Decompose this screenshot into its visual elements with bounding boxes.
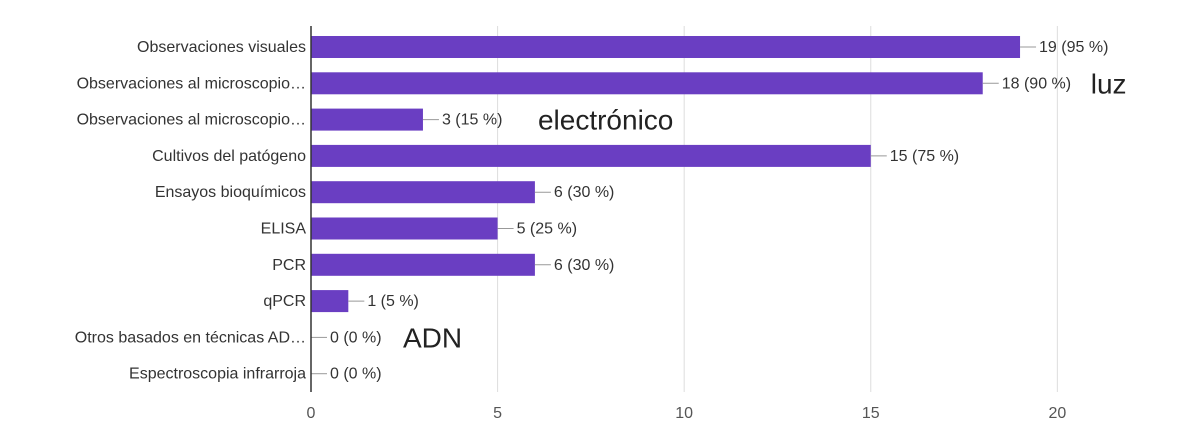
x-tick-label: 5	[493, 405, 502, 422]
category-label: Observaciones al microscopio…	[77, 75, 306, 92]
category-label: Ensayos bioquímicos	[155, 184, 306, 201]
value-label: 18 (90 %)	[1002, 75, 1071, 92]
category-label: Cultivos del patógeno	[152, 148, 306, 165]
category-label: Observaciones visuales	[137, 39, 306, 56]
bar	[311, 217, 498, 240]
value-label: 19 (95 %)	[1039, 39, 1108, 56]
value-label: 0 (0 %)	[330, 366, 382, 383]
category-label: Otros basados en técnicas AD…	[75, 329, 306, 346]
annotation-label: ADN	[403, 322, 462, 353]
category-label: Espectroscopia infrarroja	[129, 366, 306, 383]
bar	[311, 36, 1021, 58]
bar	[311, 72, 983, 95]
x-tick-label: 10	[675, 405, 693, 422]
annotation-label: electrónico	[538, 105, 673, 136]
value-label: 5 (25 %)	[517, 221, 577, 238]
value-label: 15 (75 %)	[890, 148, 959, 165]
value-label: 6 (30 %)	[554, 257, 614, 274]
value-label: 6 (30 %)	[554, 184, 614, 201]
category-label: ELISA	[261, 221, 307, 238]
bar	[311, 290, 349, 313]
x-tick-label: 0	[307, 405, 316, 422]
bar	[311, 181, 535, 204]
bar	[311, 144, 871, 167]
value-label: 0 (0 %)	[330, 329, 382, 346]
value-label: 1 (5 %)	[367, 293, 419, 310]
value-label: 3 (15 %)	[442, 112, 502, 129]
x-tick-label: 15	[862, 405, 880, 422]
bar	[311, 253, 535, 276]
category-label: PCR	[272, 257, 306, 274]
bar	[311, 108, 423, 131]
category-label: qPCR	[263, 293, 306, 310]
x-tick-label: 20	[1048, 405, 1066, 422]
annotation-label: luz	[1091, 68, 1127, 99]
category-label: Observaciones al microscopio…	[77, 112, 306, 129]
